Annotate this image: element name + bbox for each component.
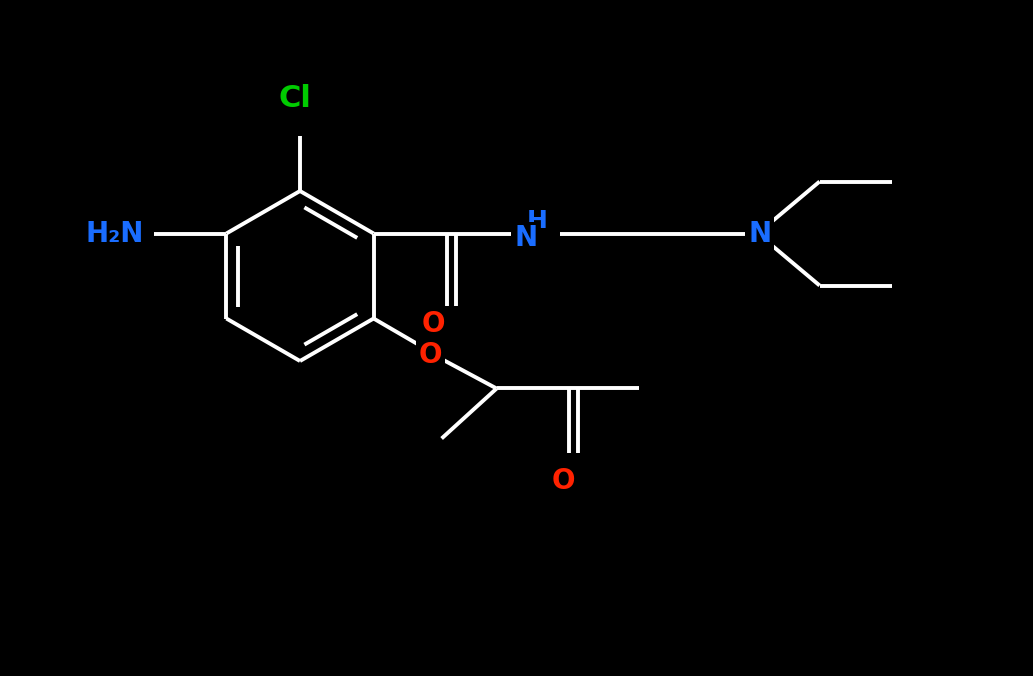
Text: O: O [418,341,442,370]
Text: N: N [514,224,537,253]
Text: N: N [748,220,772,247]
Text: O: O [552,468,575,496]
Text: Cl: Cl [279,84,311,112]
Text: H: H [527,210,549,233]
Text: H₂N: H₂N [85,220,144,247]
Text: O: O [421,310,445,337]
